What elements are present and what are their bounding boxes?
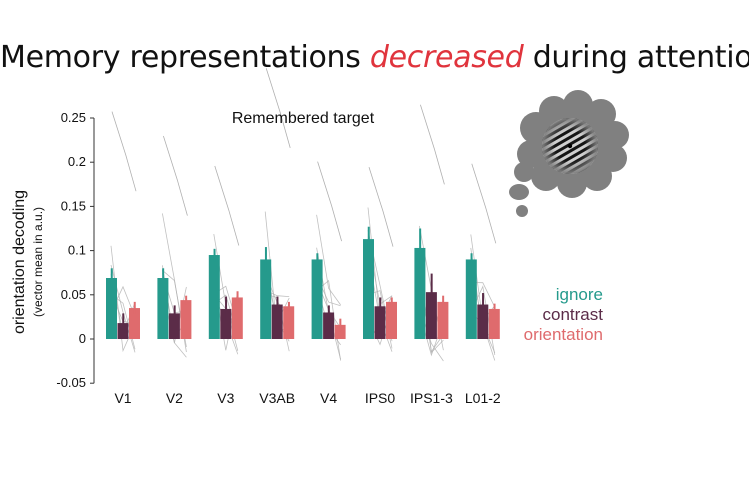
legend-entry-contrast: contrast xyxy=(543,305,604,324)
x-tick-label: V3 xyxy=(217,390,234,406)
title-post: during attention xyxy=(523,40,749,75)
subject-line xyxy=(163,135,188,216)
bar-contrast xyxy=(271,304,283,339)
subject-line xyxy=(214,165,240,246)
bar-orientation xyxy=(488,308,500,339)
bar-orientation xyxy=(283,306,295,339)
bar-contrast xyxy=(477,304,489,339)
y-tick-label: 0.1 xyxy=(68,243,86,258)
y-tick-label: -0.05 xyxy=(56,375,86,390)
x-tick-label: V2 xyxy=(166,390,183,406)
bar-contrast xyxy=(323,312,335,339)
subject-line xyxy=(317,161,342,242)
chart-title: Remembered target xyxy=(232,110,375,127)
y-tick-label: 0.25 xyxy=(61,110,86,125)
y-axis-label: orientation decoding xyxy=(11,190,28,334)
bar-ignore xyxy=(414,247,426,339)
subject-line xyxy=(316,214,341,306)
legend-entry-orientation: orientation xyxy=(524,325,603,344)
thought-bubble-grating-icon xyxy=(509,90,629,217)
y-axis: -0.05 0 0.05 0.1 0.15 0.2 0.25 xyxy=(56,110,95,390)
bar-ignore xyxy=(260,259,272,339)
bar-ignore xyxy=(363,239,374,339)
subject-line xyxy=(471,163,497,244)
bar-ignore xyxy=(311,259,323,339)
bar-orientation xyxy=(437,301,449,339)
x-tick-label: V4 xyxy=(320,390,337,406)
x-tick-label: V3AB xyxy=(259,390,295,406)
subject-line xyxy=(111,111,137,192)
y-axis-sublabel: (vector mean in a.u.) xyxy=(31,207,45,317)
bar-orientation xyxy=(386,301,397,339)
y-tick-label: 0.2 xyxy=(68,154,86,169)
bar-ignore xyxy=(157,278,169,339)
y-tick-label: 0.05 xyxy=(61,287,86,302)
x-tick-labels: V1 V2 V3 V3AB V4 IPS0 IPS1-3 L01-2 xyxy=(114,390,500,406)
y-tick-label: 0 xyxy=(79,331,86,346)
x-tick-label: IPS0 xyxy=(365,390,396,406)
bars xyxy=(106,226,500,339)
bar-orientation xyxy=(334,324,346,339)
title-emphasis: decreased xyxy=(369,40,524,75)
bar-orientation xyxy=(180,300,192,339)
subject-line xyxy=(420,104,445,185)
bar-contrast xyxy=(374,306,386,339)
x-tick-label: L01-2 xyxy=(465,390,501,406)
bar-contrast xyxy=(425,292,437,339)
y-tick-label: 0.15 xyxy=(61,198,86,213)
subject-line xyxy=(368,166,394,247)
bar-ignore xyxy=(106,278,117,339)
slide-title: Memory representations decreased during … xyxy=(0,40,749,75)
subject-line xyxy=(265,68,291,149)
x-tick-label: V1 xyxy=(114,390,131,406)
bar-orientation xyxy=(231,297,243,339)
x-tick-label: IPS1-3 xyxy=(410,390,453,406)
bar-contrast xyxy=(168,313,180,339)
legend-entry-ignore: ignore xyxy=(556,285,603,304)
bar-contrast xyxy=(220,308,232,339)
title-pre: Memory representations xyxy=(0,40,370,75)
bar-ignore xyxy=(465,259,477,339)
bar-orientation xyxy=(129,308,140,339)
bar-ignore xyxy=(208,255,220,339)
